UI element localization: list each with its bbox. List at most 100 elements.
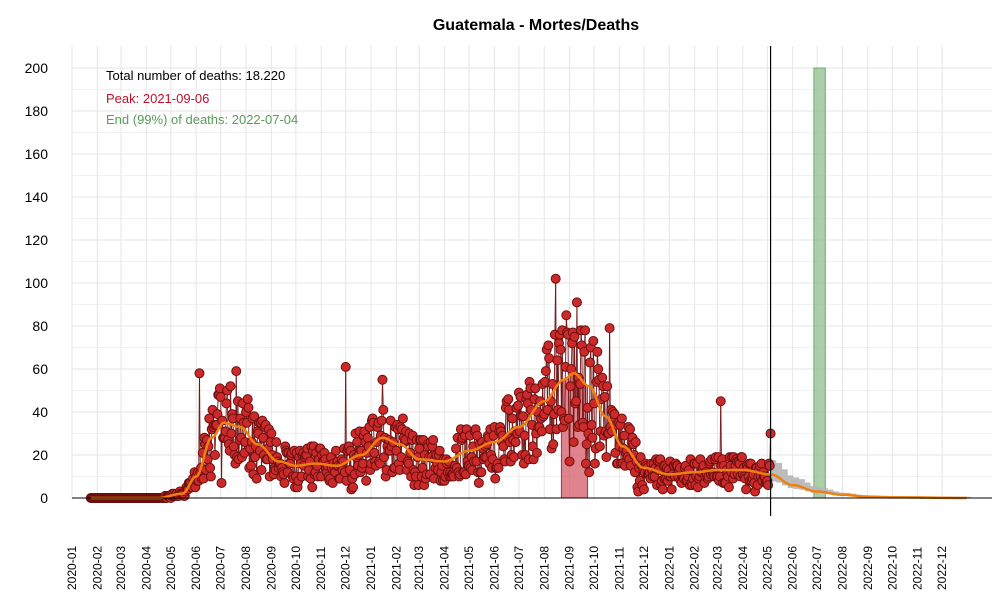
data-point xyxy=(555,344,566,355)
y-tick-label: 140 xyxy=(25,189,49,205)
point-connector xyxy=(198,373,201,473)
point-connector xyxy=(381,379,384,410)
data-point xyxy=(602,381,613,392)
data-point xyxy=(221,398,232,409)
data-point xyxy=(377,374,388,385)
data-point xyxy=(490,473,501,484)
data-point xyxy=(599,391,610,402)
x-tick-label: 2021-06 xyxy=(487,546,501,590)
data-point xyxy=(231,366,242,377)
x-tick-label: 2021-12 xyxy=(637,546,651,590)
x-tick-label: 2022-10 xyxy=(885,546,899,590)
data-point xyxy=(397,413,408,424)
data-point xyxy=(568,437,579,448)
end-band xyxy=(813,67,826,499)
data-point xyxy=(279,477,290,488)
data-point xyxy=(666,484,677,495)
forecast-interval xyxy=(770,460,971,498)
point-connector xyxy=(569,386,571,462)
chart-title: Guatemala - Mortes/Deaths xyxy=(433,17,639,34)
data-point xyxy=(584,467,595,478)
data-point xyxy=(519,430,530,441)
data-point xyxy=(205,462,216,473)
data-point xyxy=(594,441,605,452)
data-point xyxy=(736,452,747,463)
data-point xyxy=(580,458,591,469)
data-point xyxy=(536,426,547,437)
x-tick-label: 2022-11 xyxy=(911,547,925,590)
data-point xyxy=(225,381,236,392)
x-tick-label: 2022-08 xyxy=(835,546,849,590)
smooth-curve xyxy=(90,372,967,500)
x-tick-label: 2022-09 xyxy=(861,546,875,590)
x-tick-label: 2020-02 xyxy=(90,546,104,590)
y-tick-label: 100 xyxy=(25,275,49,291)
data-point xyxy=(588,336,599,347)
data-point xyxy=(544,353,555,364)
data-point xyxy=(586,419,597,430)
data-point xyxy=(630,437,641,448)
smooth-line xyxy=(90,372,967,500)
data-point xyxy=(451,443,462,454)
data-point xyxy=(550,273,561,284)
data-point xyxy=(330,445,341,456)
data-point xyxy=(507,413,518,424)
data-point xyxy=(723,482,734,493)
data-point xyxy=(242,394,253,405)
data-point xyxy=(510,437,521,448)
x-tick-label: 2022-12 xyxy=(935,546,949,590)
data-point xyxy=(548,439,559,450)
data-point xyxy=(587,432,598,443)
forecast-band xyxy=(770,460,971,498)
data-point xyxy=(357,458,368,469)
y-tick-label: 200 xyxy=(25,60,49,76)
data-point xyxy=(569,331,580,342)
y-tick-label: 80 xyxy=(32,318,48,334)
data-point xyxy=(601,452,612,463)
data-point xyxy=(215,391,226,402)
x-tick-label: 2020-12 xyxy=(339,546,353,590)
data-point xyxy=(271,437,282,448)
y-tick-label: 20 xyxy=(32,447,48,463)
x-tick-label: 2020-01 xyxy=(65,546,79,590)
x-tick-label: 2022-05 xyxy=(760,546,774,590)
data-point xyxy=(307,482,318,493)
x-tick-label: 2021-07 xyxy=(512,546,526,590)
data-point xyxy=(564,456,575,467)
data-point xyxy=(503,394,514,405)
data-point xyxy=(593,364,604,374)
data-point xyxy=(362,432,373,443)
x-tick-label: 2022-07 xyxy=(810,546,824,590)
data-point xyxy=(609,409,620,420)
x-tick-label: 2020-08 xyxy=(239,546,253,590)
data-point xyxy=(604,323,615,334)
data-point xyxy=(509,452,520,463)
data-point xyxy=(205,471,216,482)
x-tick-label: 2021-01 xyxy=(364,546,378,590)
data-point xyxy=(580,325,591,336)
x-tick-label: 2021-10 xyxy=(587,546,601,590)
y-axis-ticks: 0 20 40 60 80 100 120 140 160 180 200 xyxy=(25,60,49,506)
data-point xyxy=(561,310,572,321)
data-point xyxy=(378,404,389,415)
x-tick-label: 2022-04 xyxy=(736,546,750,590)
y-tick-label: 0 xyxy=(40,490,48,506)
data-point xyxy=(585,357,596,368)
data-point xyxy=(243,402,254,413)
point-connector xyxy=(600,399,602,432)
data-point xyxy=(616,413,627,424)
x-tick-label: 2021-02 xyxy=(389,546,403,590)
x-tick-label: 2020-05 xyxy=(164,546,178,590)
x-tick-label: 2020-10 xyxy=(289,546,303,590)
data-point xyxy=(625,424,636,435)
data-point xyxy=(531,447,542,458)
data-point xyxy=(592,346,603,357)
x-axis-ticks: 2020-01 2020-02 2020-03 2020-04 2020-05 2020-… xyxy=(65,546,949,590)
data-point xyxy=(530,383,541,394)
data-point xyxy=(763,480,774,491)
data-point xyxy=(657,484,668,495)
point-connector xyxy=(582,351,585,428)
total-deaths-annotation: Total number of deaths: 18.220 xyxy=(106,68,285,83)
data-point xyxy=(348,482,359,493)
